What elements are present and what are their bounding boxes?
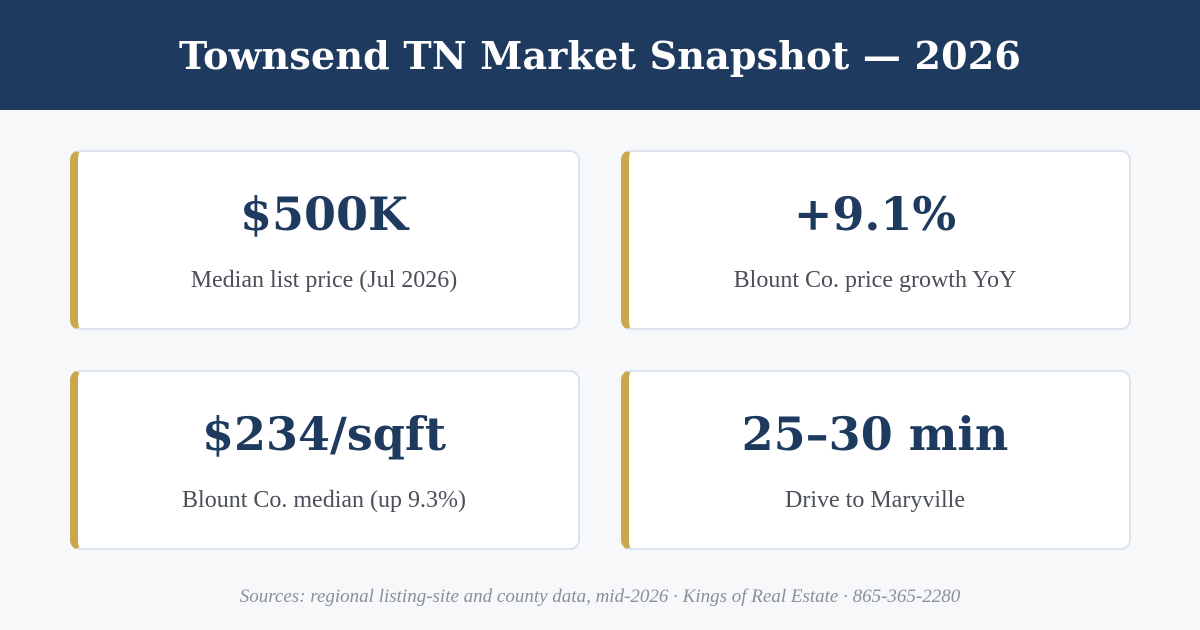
stat-value: $234/sqft — [202, 406, 446, 461]
stat-card-price-growth: +9.1% Blount Co. price growth YoY — [621, 150, 1131, 330]
stat-label: Blount Co. median (up 9.3%) — [182, 486, 466, 513]
stat-card-price-per-sqft: $234/sqft Blount Co. median (up 9.3%) — [70, 370, 580, 550]
stat-value: +9.1% — [793, 186, 957, 241]
stat-value: 25–30 min — [741, 406, 1009, 461]
stat-label: Blount Co. price growth YoY — [733, 266, 1017, 293]
stat-value: $500K — [239, 186, 408, 241]
stats-grid: $500K Median list price (Jul 2026) +9.1%… — [70, 150, 1131, 550]
stat-card-drive-time: 25–30 min Drive to Maryville — [621, 370, 1131, 550]
stat-card-median-price: $500K Median list price (Jul 2026) — [70, 150, 580, 330]
page-title: Townsend TN Market Snapshot — 2026 — [178, 32, 1022, 78]
header-banner: Townsend TN Market Snapshot — 2026 — [0, 0, 1200, 110]
stat-label: Median list price (Jul 2026) — [190, 266, 458, 293]
stat-label: Drive to Maryville — [785, 486, 965, 513]
sources-footer: Sources: regional listing-site and count… — [239, 586, 961, 607]
